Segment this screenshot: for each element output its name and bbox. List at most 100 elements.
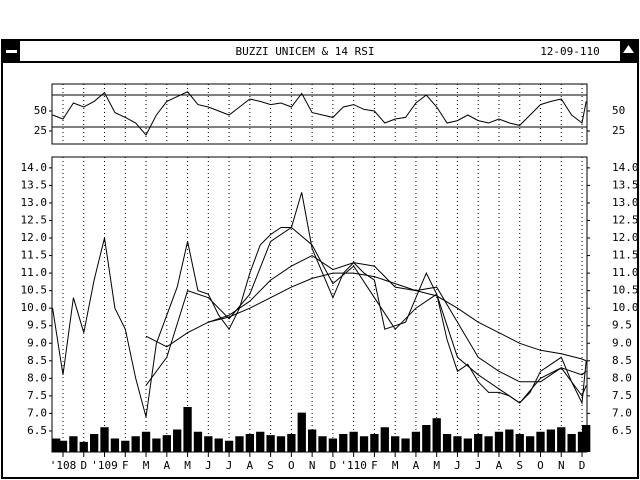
x-tick-label: D <box>80 459 87 472</box>
y-tick-label-right: 13.5 <box>612 178 639 191</box>
volume-bar <box>391 436 400 452</box>
y-tick-label-right: 8.5 <box>612 354 632 367</box>
y-tick-label: 8.0 <box>27 371 47 384</box>
x-tick-label: M <box>392 459 399 472</box>
volume-bar <box>557 427 566 452</box>
volume-bar <box>505 429 514 452</box>
x-tick-label: J <box>205 459 212 472</box>
volume-bar <box>173 429 182 452</box>
volume-bar <box>58 440 68 452</box>
volume-bar <box>224 440 234 452</box>
x-tick-label: A <box>496 459 503 472</box>
y-tick-label: 6.5 <box>27 424 47 437</box>
volume-bar <box>266 435 275 452</box>
volume-bar <box>287 434 296 452</box>
y-tick-label: 9.0 <box>27 336 47 349</box>
volume-bar <box>100 427 109 452</box>
volume-bar <box>256 431 265 452</box>
volume-bar <box>183 407 192 452</box>
x-tick-label: A <box>413 459 420 472</box>
x-tick-label: S <box>516 459 523 472</box>
y-tick-label: 9.5 <box>27 319 47 332</box>
moving-average-line <box>145 255 587 383</box>
y-tick-label: 12.0 <box>21 231 48 244</box>
window-date: 12-09-110 <box>540 45 600 58</box>
system-menu-icon <box>6 50 17 53</box>
price-line <box>52 192 587 418</box>
y-tick-label-right: 50 <box>612 104 625 117</box>
x-tick-label: N <box>309 459 316 472</box>
x-tick-label: J <box>226 459 233 472</box>
y-tick-label-right: 25 <box>612 124 625 137</box>
rsi-line <box>52 91 587 136</box>
volume-bar <box>536 431 545 452</box>
y-tick-label-right: 13.0 <box>612 196 639 209</box>
y-tick-label-right: 11.5 <box>612 249 639 262</box>
volume-bar <box>89 434 99 452</box>
x-tick-label: M <box>433 459 440 472</box>
volume-bar <box>69 436 78 452</box>
volume-bar <box>328 438 338 452</box>
y-tick-label: 13.0 <box>21 196 48 209</box>
x-tick-label: A <box>163 459 170 472</box>
volume-bar <box>193 431 203 452</box>
volume-bar <box>463 438 472 452</box>
volume-bar <box>484 436 493 452</box>
volume-bar <box>442 434 452 452</box>
y-tick-label-right: 9.5 <box>612 319 632 332</box>
volume-bar <box>297 412 306 452</box>
volume-bar <box>110 438 120 452</box>
moving-average-line <box>145 226 587 404</box>
x-tick-label: '110 <box>340 459 367 472</box>
volume-bar <box>582 425 591 452</box>
volume-bar <box>131 436 140 452</box>
x-tick-label: M <box>143 459 150 472</box>
rsi-panel <box>51 83 588 145</box>
y-tick-label-right: 14.0 <box>612 161 639 174</box>
y-tick-label-right: 8.0 <box>612 371 632 384</box>
y-tick-label: 8.5 <box>27 354 47 367</box>
volume-bar <box>567 434 576 452</box>
y-tick-label: 13.5 <box>21 178 48 191</box>
x-tick-label: N <box>558 459 565 472</box>
y-tick-label: 7.5 <box>27 389 47 402</box>
volume-bar <box>141 431 151 452</box>
y-tick-label: 7.0 <box>27 406 47 419</box>
y-tick-label-right: 12.5 <box>612 213 639 226</box>
y-tick-label: 14.0 <box>21 161 48 174</box>
volume-bar <box>525 436 535 452</box>
volume-bar <box>152 438 161 452</box>
x-tick-label: J <box>475 459 482 472</box>
x-tick-label: D <box>579 459 586 472</box>
y-tick-label: 25 <box>34 124 47 137</box>
volume-bar <box>349 431 358 452</box>
volume-bar <box>52 438 61 452</box>
volume-bar <box>370 434 379 452</box>
x-tick-label: '109 <box>91 459 118 472</box>
x-tick-label: M <box>184 459 191 472</box>
y-tick-label-right: 10.5 <box>612 284 639 297</box>
volume-bar <box>432 418 441 452</box>
volume-bar <box>79 441 88 452</box>
y-tick-label: 50 <box>34 104 47 117</box>
volume-bar <box>380 427 389 452</box>
x-tick-label: J <box>454 459 461 472</box>
volume-bar <box>411 431 421 452</box>
x-tick-label: F <box>371 459 378 472</box>
y-tick-label-right: 10.0 <box>612 301 639 314</box>
x-tick-label: S <box>267 459 274 472</box>
volume-bar <box>276 436 286 452</box>
volume-bar <box>339 434 348 452</box>
volume-bar <box>214 438 223 452</box>
volume-bar <box>474 434 483 452</box>
x-tick-label: A <box>247 459 254 472</box>
x-tick-label: '108 <box>50 459 77 472</box>
volume-bar <box>235 436 244 452</box>
y-tick-label-right: 7.0 <box>612 406 632 419</box>
y-tick-label: 11.5 <box>21 249 48 262</box>
y-tick-label: 10.5 <box>21 284 48 297</box>
volume-bar <box>245 434 255 452</box>
volume-bar <box>359 436 369 452</box>
volume-bar <box>401 438 410 452</box>
